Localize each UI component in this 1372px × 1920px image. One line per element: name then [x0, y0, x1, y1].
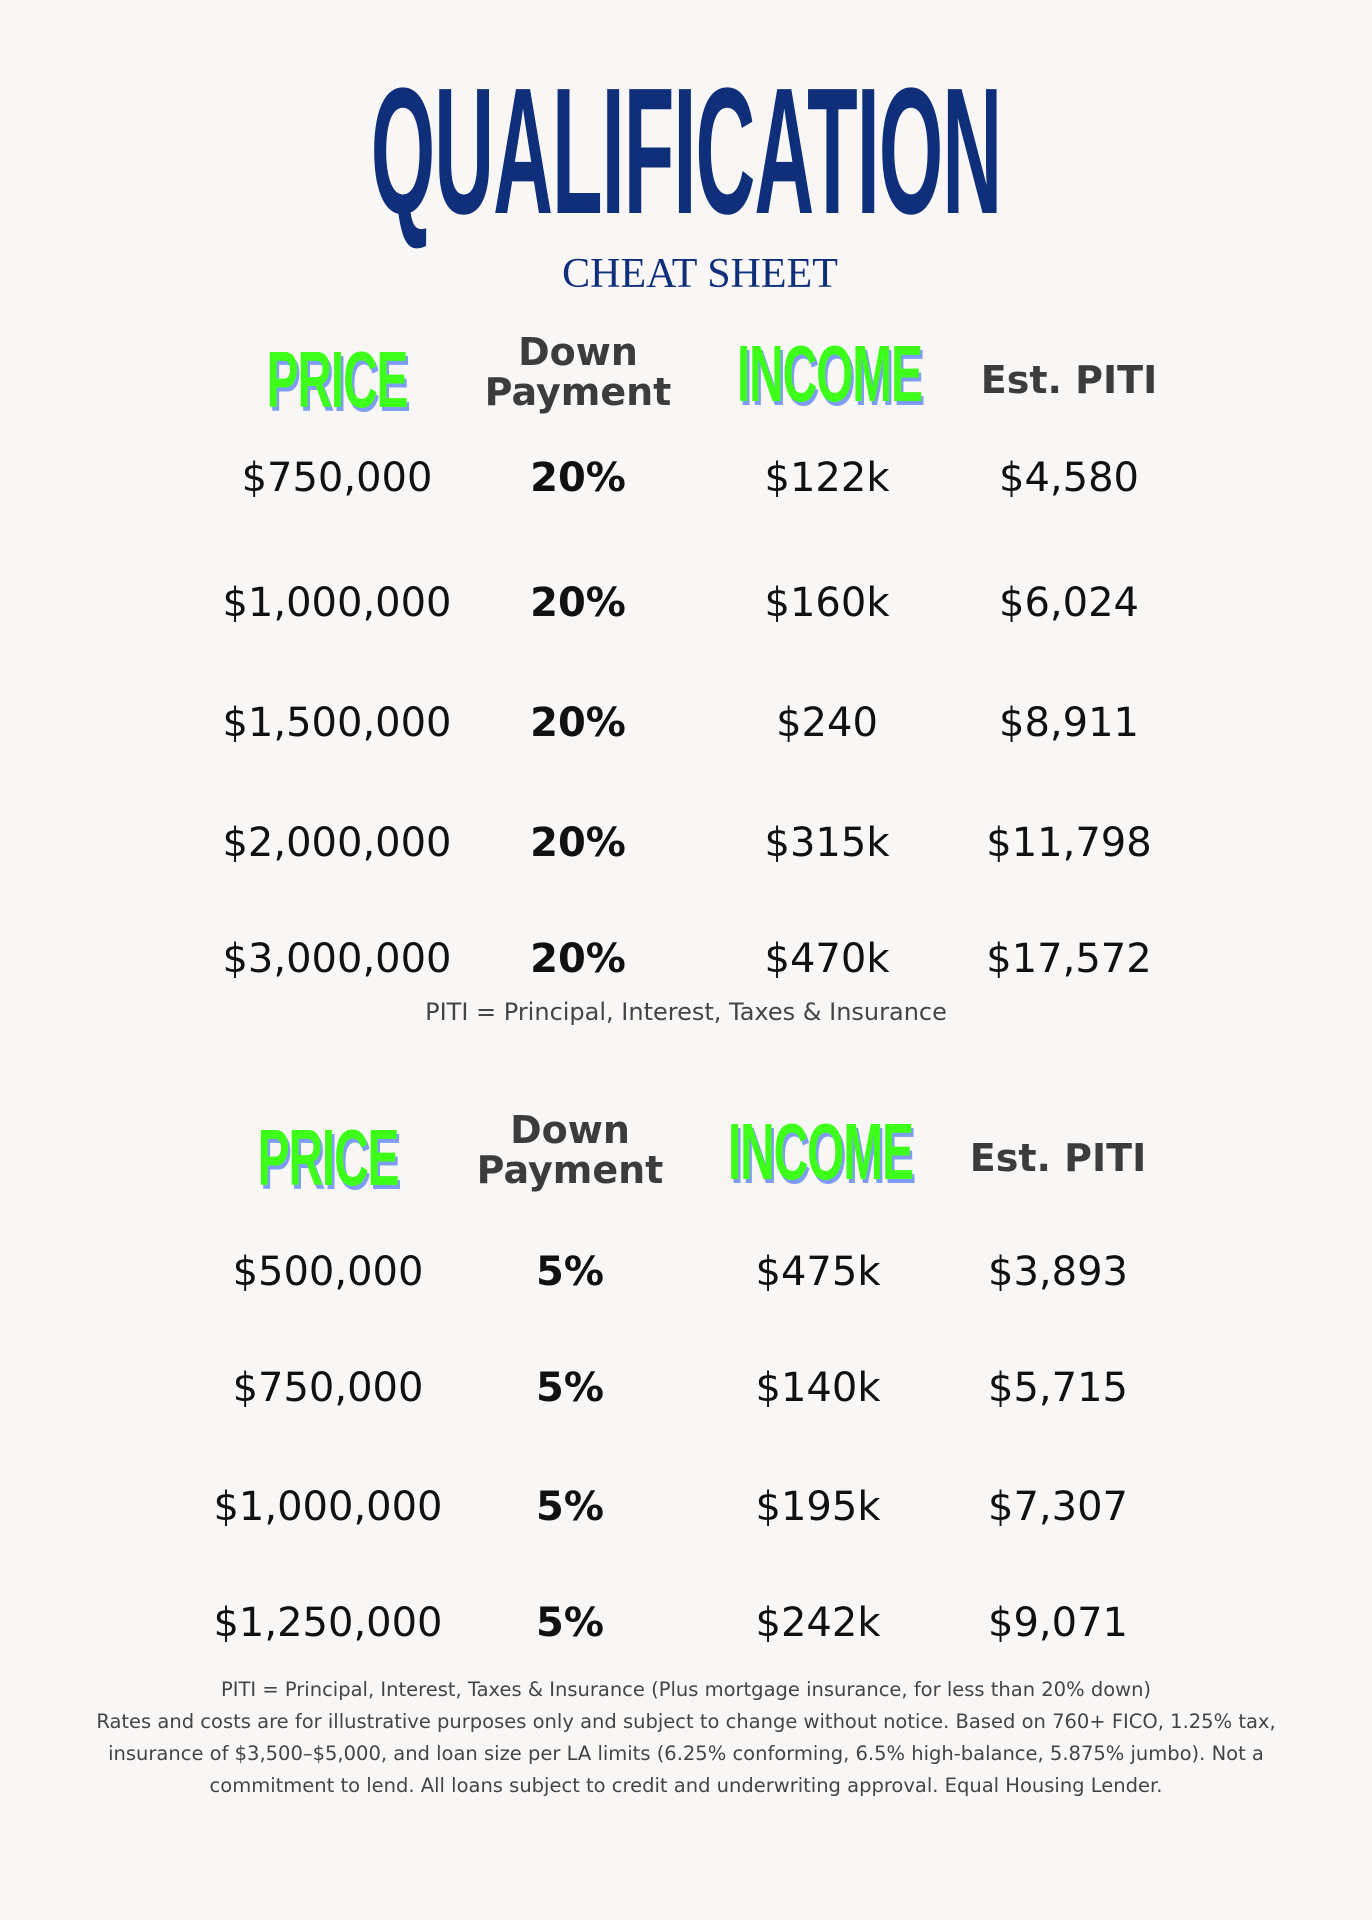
- header-down-payment: Down Payment: [428, 332, 728, 412]
- est-piti-cell: $9,071: [988, 1600, 1128, 1646]
- est-piti-cell: $8,911: [999, 700, 1139, 746]
- header-income: INCOME: [737, 329, 923, 418]
- est-piti-cell: $7,307: [988, 1484, 1128, 1530]
- income-cell: $140k: [755, 1365, 881, 1411]
- income-cell: $160k: [764, 580, 890, 626]
- price-cell: $500,000: [232, 1249, 424, 1295]
- income-cell: $470k: [764, 936, 890, 982]
- est-piti-cell: $4,580: [999, 455, 1139, 501]
- price-cell: $1,000,000: [213, 1484, 443, 1530]
- down-payment-cell: 5%: [536, 1249, 604, 1295]
- page-title: QUALIFICATION: [370, 51, 1002, 252]
- down-payment-cell: 5%: [536, 1484, 604, 1530]
- header-down-payment-line: Payment: [484, 370, 672, 414]
- down-payment-cell: 20%: [530, 580, 626, 626]
- income-cell: $122k: [764, 455, 890, 501]
- est-piti-cell: $5,715: [988, 1365, 1128, 1411]
- est-piti-cell: $3,893: [988, 1249, 1128, 1295]
- page-subtitle: CHEAT SHEET: [562, 251, 838, 297]
- header-down-payment-line: Payment: [476, 1148, 664, 1192]
- est-piti-cell: $6,024: [999, 580, 1139, 626]
- est-piti-cell: $17,572: [986, 936, 1152, 982]
- income-cell: $242k: [755, 1600, 881, 1646]
- income-cell: $475k: [755, 1249, 881, 1295]
- down-payment-cell: 20%: [530, 700, 626, 746]
- piti-note: PITI = Principal, Interest, Taxes & Insu…: [425, 998, 947, 1026]
- price-cell: $1,500,000: [222, 700, 452, 746]
- price-cell: $1,000,000: [222, 580, 452, 626]
- footer: PITI = Principal, Interest, Taxes & Insu…: [80, 1674, 1292, 1802]
- header-down-payment-line: Down: [510, 1108, 630, 1152]
- est-piti-cell: $11,798: [986, 820, 1152, 866]
- down-payment-cell: 20%: [530, 455, 626, 501]
- price-cell: $750,000: [241, 455, 433, 501]
- income-cell: $315k: [764, 820, 890, 866]
- income-cell: $240: [776, 700, 878, 746]
- header-est-piti: Est. PITI: [980, 358, 1158, 402]
- price-cell: $1,250,000: [213, 1600, 443, 1646]
- header-price: PRICE: [257, 1113, 400, 1202]
- price-cell: $3,000,000: [222, 936, 452, 982]
- header-down-payment-line: Down: [518, 330, 638, 374]
- price-cell: $750,000: [232, 1365, 424, 1411]
- header-down-payment: Down Payment: [420, 1110, 720, 1190]
- down-payment-cell: 20%: [530, 820, 626, 866]
- down-payment-cell: 5%: [536, 1365, 604, 1411]
- footer-piti-note: PITI = Principal, Interest, Taxes & Insu…: [220, 1678, 1152, 1701]
- header-price: PRICE: [266, 335, 409, 424]
- income-cell: $195k: [755, 1484, 881, 1530]
- price-cell: $2,000,000: [222, 820, 452, 866]
- down-payment-cell: 5%: [536, 1600, 604, 1646]
- header-income: INCOME: [728, 1107, 914, 1196]
- header-est-piti: Est. PITI: [969, 1136, 1147, 1180]
- down-payment-cell: 20%: [530, 936, 626, 982]
- footer-disclaimer: Rates and costs are for illustrative pur…: [96, 1710, 1276, 1797]
